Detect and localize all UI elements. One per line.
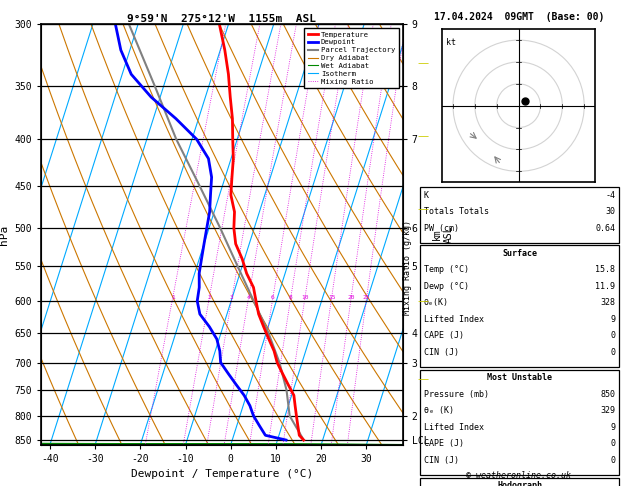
Text: 9: 9 [610, 315, 615, 324]
Text: © weatheronline.co.uk: © weatheronline.co.uk [467, 471, 571, 480]
Text: K: K [424, 191, 429, 200]
Text: 4: 4 [247, 295, 250, 300]
Text: Totals Totals: Totals Totals [424, 207, 489, 216]
Text: Surface: Surface [502, 249, 537, 258]
Text: 9: 9 [610, 423, 615, 432]
Text: 10: 10 [301, 295, 309, 300]
Text: 1: 1 [171, 295, 175, 300]
Text: PW (cm): PW (cm) [424, 224, 459, 233]
Title: 9°59'N  275°12'W  1155m  ASL: 9°59'N 275°12'W 1155m ASL [127, 14, 316, 23]
Text: CAPE (J): CAPE (J) [424, 331, 464, 341]
Text: CIN (J): CIN (J) [424, 348, 459, 357]
Text: 850: 850 [600, 390, 615, 399]
Text: 0: 0 [610, 331, 615, 341]
Text: 2: 2 [208, 295, 211, 300]
Text: Lifted Index: Lifted Index [424, 423, 484, 432]
Text: 0: 0 [610, 439, 615, 449]
Text: CAPE (J): CAPE (J) [424, 439, 464, 449]
Text: 8: 8 [289, 295, 292, 300]
Text: 20: 20 [347, 295, 355, 300]
Text: -4: -4 [605, 191, 615, 200]
Text: —: — [417, 296, 428, 306]
Legend: Temperature, Dewpoint, Parcel Trajectory, Dry Adiabat, Wet Adiabat, Isotherm, Mi: Temperature, Dewpoint, Parcel Trajectory… [304, 28, 399, 88]
Text: 11.9: 11.9 [595, 282, 615, 291]
Text: 15: 15 [328, 295, 335, 300]
Text: —: — [417, 204, 428, 214]
Text: 0.64: 0.64 [595, 224, 615, 233]
Text: 30: 30 [605, 207, 615, 216]
Text: Dewp (°C): Dewp (°C) [424, 282, 469, 291]
Text: Pressure (mb): Pressure (mb) [424, 390, 489, 399]
Text: —: — [417, 58, 428, 68]
Text: —: — [417, 131, 428, 141]
Text: CIN (J): CIN (J) [424, 456, 459, 465]
Text: kt: kt [447, 38, 457, 47]
Text: 0: 0 [610, 348, 615, 357]
Text: 15.8: 15.8 [595, 265, 615, 275]
Y-axis label: hPa: hPa [0, 225, 9, 244]
Text: 328: 328 [600, 298, 615, 308]
Text: Most Unstable: Most Unstable [487, 373, 552, 382]
Text: θₑ(K): θₑ(K) [424, 298, 449, 308]
Text: 17.04.2024  09GMT  (Base: 00): 17.04.2024 09GMT (Base: 00) [434, 12, 604, 22]
Text: —: — [417, 374, 428, 384]
Y-axis label: km
ASL: km ASL [432, 226, 454, 243]
Text: Lifted Index: Lifted Index [424, 315, 484, 324]
Text: 6: 6 [271, 295, 275, 300]
Text: 329: 329 [600, 406, 615, 416]
Text: Mixing Ratio (g/kg): Mixing Ratio (g/kg) [403, 220, 412, 315]
Text: 0: 0 [610, 456, 615, 465]
Text: θₑ (K): θₑ (K) [424, 406, 454, 416]
X-axis label: Dewpoint / Temperature (°C): Dewpoint / Temperature (°C) [131, 469, 313, 479]
Text: 25: 25 [363, 295, 370, 300]
Text: Hodograph: Hodograph [497, 481, 542, 486]
Text: Temp (°C): Temp (°C) [424, 265, 469, 275]
Text: 3: 3 [230, 295, 234, 300]
